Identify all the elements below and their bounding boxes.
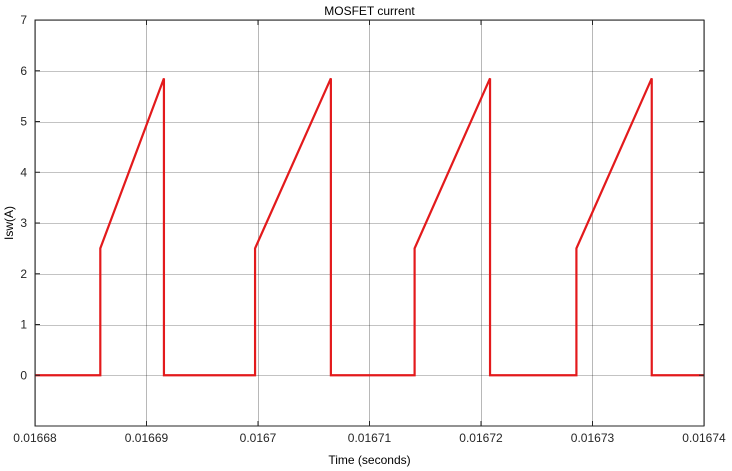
y-tick-label: 1 <box>20 318 27 332</box>
x-tick-label: 0.01674 <box>682 431 726 445</box>
y-axis-label: Isw(A) <box>2 206 16 240</box>
y-tick-label: 4 <box>20 165 27 179</box>
y-tick-label: 0 <box>20 368 27 382</box>
y-tick-label: 7 <box>20 13 27 27</box>
x-tick-label: 0.01673 <box>571 431 615 445</box>
x-tick-label: 0.0167 <box>240 431 277 445</box>
x-tick-label: 0.01669 <box>125 431 169 445</box>
y-tick-label: 6 <box>20 64 27 78</box>
y-ticks: 0 1 2 3 4 5 6 7 <box>20 13 704 382</box>
x-tick-label: 0.01668 <box>13 431 57 445</box>
series-layer <box>35 77 704 377</box>
chart-title: MOSFET current <box>324 4 415 18</box>
y-tick-label: 3 <box>20 216 27 230</box>
y-tick-label: 5 <box>20 115 27 129</box>
x-tick-label: 0.01672 <box>459 431 503 445</box>
series-line <box>35 77 704 377</box>
y-tick-label: 2 <box>20 267 27 281</box>
x-tick-label: 0.01671 <box>348 431 392 445</box>
x-ticks: 0.01668 0.01669 0.0167 0.01671 0.01672 0.0167… <box>13 20 726 445</box>
x-axis-label: Time (seconds) <box>328 453 410 467</box>
